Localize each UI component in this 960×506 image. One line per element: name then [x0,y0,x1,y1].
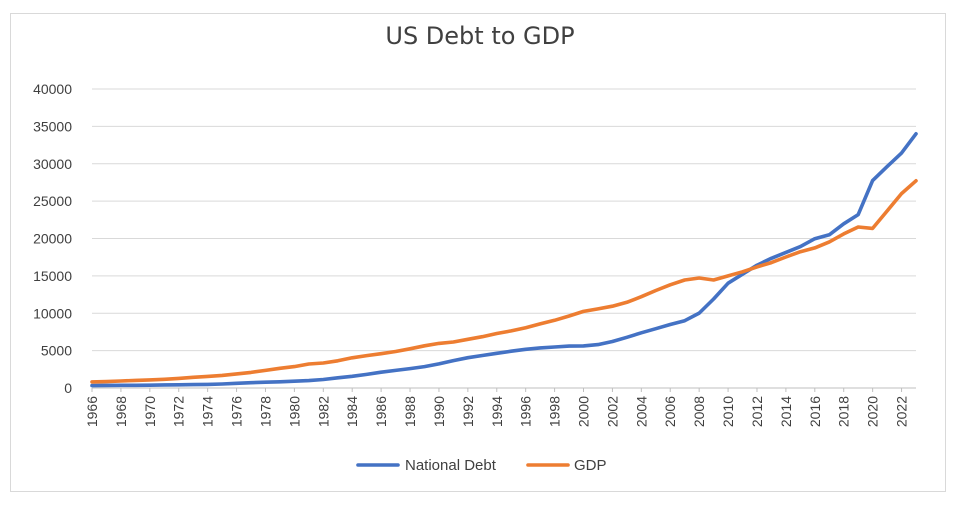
legend-label: GDP [574,457,607,474]
x-tick-label: 2016 [807,396,823,427]
x-tick-label: 2020 [865,396,881,427]
grid-lines [92,88,916,389]
y-tick-label: 40000 [33,81,72,97]
y-tick-label: 15000 [33,268,72,284]
y-tick-label: 25000 [33,193,72,209]
x-tick-label: 2006 [662,396,678,427]
x-tick-label: 1992 [460,396,476,427]
x-tick-label: 2010 [720,396,736,427]
x-tick-label: 2000 [576,396,592,427]
x-axis-ticks: 1966 1968 1970 1972 1974 1976 1978 1980 1982 1984… [84,388,910,427]
y-tick-label: 20000 [33,231,72,247]
series-line-national-debt [90,132,918,388]
y-tick-label: 30000 [33,156,72,172]
y-tick-label: 0 [64,380,72,396]
y-tick-label: 10000 [33,305,72,321]
series-lines [90,132,918,388]
x-tick-label: 1972 [171,396,187,427]
x-tick-label: 1984 [344,396,360,427]
x-tick-label: 1968 [113,396,129,427]
x-tick-label: 2008 [691,396,707,427]
x-tick-label: 1976 [229,396,245,427]
x-tick-label: 1966 [84,396,100,427]
y-tick-label: 35000 [33,118,72,134]
x-tick-label: 1988 [402,396,418,427]
legend: National Debt GDP [356,457,607,474]
y-axis-ticks: 0 5000 10000 15000 20000 25000 30000 35000 40000 [33,81,72,396]
x-tick-label: 1998 [547,396,563,427]
y-tick-label: 5000 [41,343,72,359]
x-tick-label: 2014 [778,396,794,427]
x-tick-label: 1978 [257,396,273,427]
x-tick-label: 2004 [633,396,649,427]
chart-title: US Debt to GDP [385,22,575,50]
x-tick-label: 1996 [518,396,534,427]
x-tick-label: 1970 [142,396,158,427]
x-tick-label: 2018 [836,396,852,427]
x-tick-label: 1980 [286,396,302,427]
x-tick-label: 1982 [315,396,331,427]
x-tick-label: 1990 [431,396,447,427]
x-tick-label: 1974 [200,396,216,427]
x-tick-label: 2002 [604,396,620,427]
x-tick-label: 1986 [373,396,389,427]
legend-label: National Debt [405,457,497,474]
x-tick-label: 2012 [749,396,765,427]
x-tick-label: 2022 [894,396,910,427]
x-tick-label: 1994 [489,396,505,427]
series-line-gdp [90,179,918,384]
